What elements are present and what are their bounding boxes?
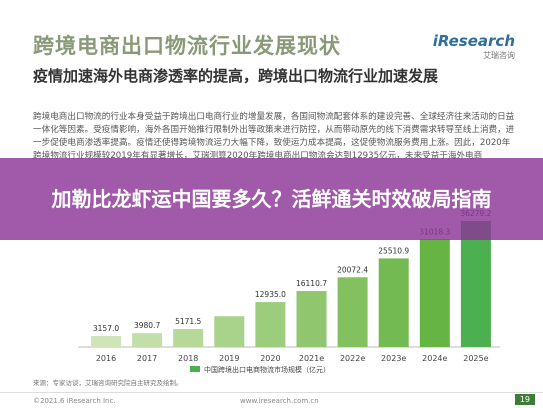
bar — [255, 302, 286, 347]
x-tick-label: 2020 — [260, 354, 280, 363]
value-label: 5171.5 — [175, 317, 201, 326]
x-tick-label: 2016 — [96, 354, 116, 363]
bar — [378, 258, 409, 347]
value-label: 25510.9 — [378, 246, 409, 255]
x-tick-label: 2025e — [463, 354, 488, 363]
logo-text: iResearch — [432, 32, 515, 50]
legend-label: 中国跨境出口电商物流市场规模（亿元） — [204, 365, 330, 374]
value-label: 20072.4 — [337, 265, 368, 274]
bar — [91, 336, 121, 347]
banner-text: 加勒比龙虾运中国要多久？活鲜通关时效破局指南 — [51, 187, 492, 211]
x-tick-label: 2018 — [178, 354, 198, 363]
value-label: 3980.7 — [134, 321, 160, 330]
bar — [214, 316, 245, 347]
legend-swatch — [190, 366, 200, 372]
x-tick-label: 2023e — [381, 354, 406, 363]
subtitle: 疫情加速海外电商渗透率的提高，跨境出口物流行业加速发展 — [33, 67, 439, 85]
value-label: 16110.7 — [296, 279, 327, 288]
value-label: 12935.0 — [255, 290, 286, 299]
value-label: 3157.0 — [93, 324, 119, 333]
bar — [337, 277, 368, 347]
title: 跨境电商出口物流行业发展现状 — [33, 34, 341, 58]
x-tick-label: 2019 — [219, 354, 239, 363]
x-tick-label: 2017 — [137, 354, 157, 363]
bar — [132, 333, 163, 347]
x-tick-label: 2024e — [422, 354, 447, 363]
logo-cn: 艾瑞咨询 — [483, 51, 515, 60]
footer: ©2021.6 iResearch Inc. www.iresearch.com… — [0, 392, 543, 408]
site: www.iresearch.com.cn — [240, 397, 319, 405]
source: 来源：专家访谈，艾瑞咨询研究院自主研究及绘制。 — [33, 379, 183, 387]
paragraph: 跨境电商出口物流的行业本身受益于跨境出口电商行业的增量发展，各国间物流配套体系的… — [33, 112, 515, 161]
logo: iResearch 艾瑞咨询 — [433, 32, 515, 61]
bar — [173, 329, 204, 347]
bar — [460, 221, 491, 347]
x-tick-label: 2022e — [340, 354, 365, 363]
bar — [419, 239, 450, 347]
copyright: ©2021.6 iResearch Inc. — [33, 397, 116, 405]
bar — [296, 291, 327, 347]
page-number: 19 — [514, 394, 535, 405]
x-tick-label: 2021e — [299, 354, 324, 363]
banner: 加勒比龙虾运中国要多久？活鲜通关时效破局指南 — [0, 158, 543, 240]
